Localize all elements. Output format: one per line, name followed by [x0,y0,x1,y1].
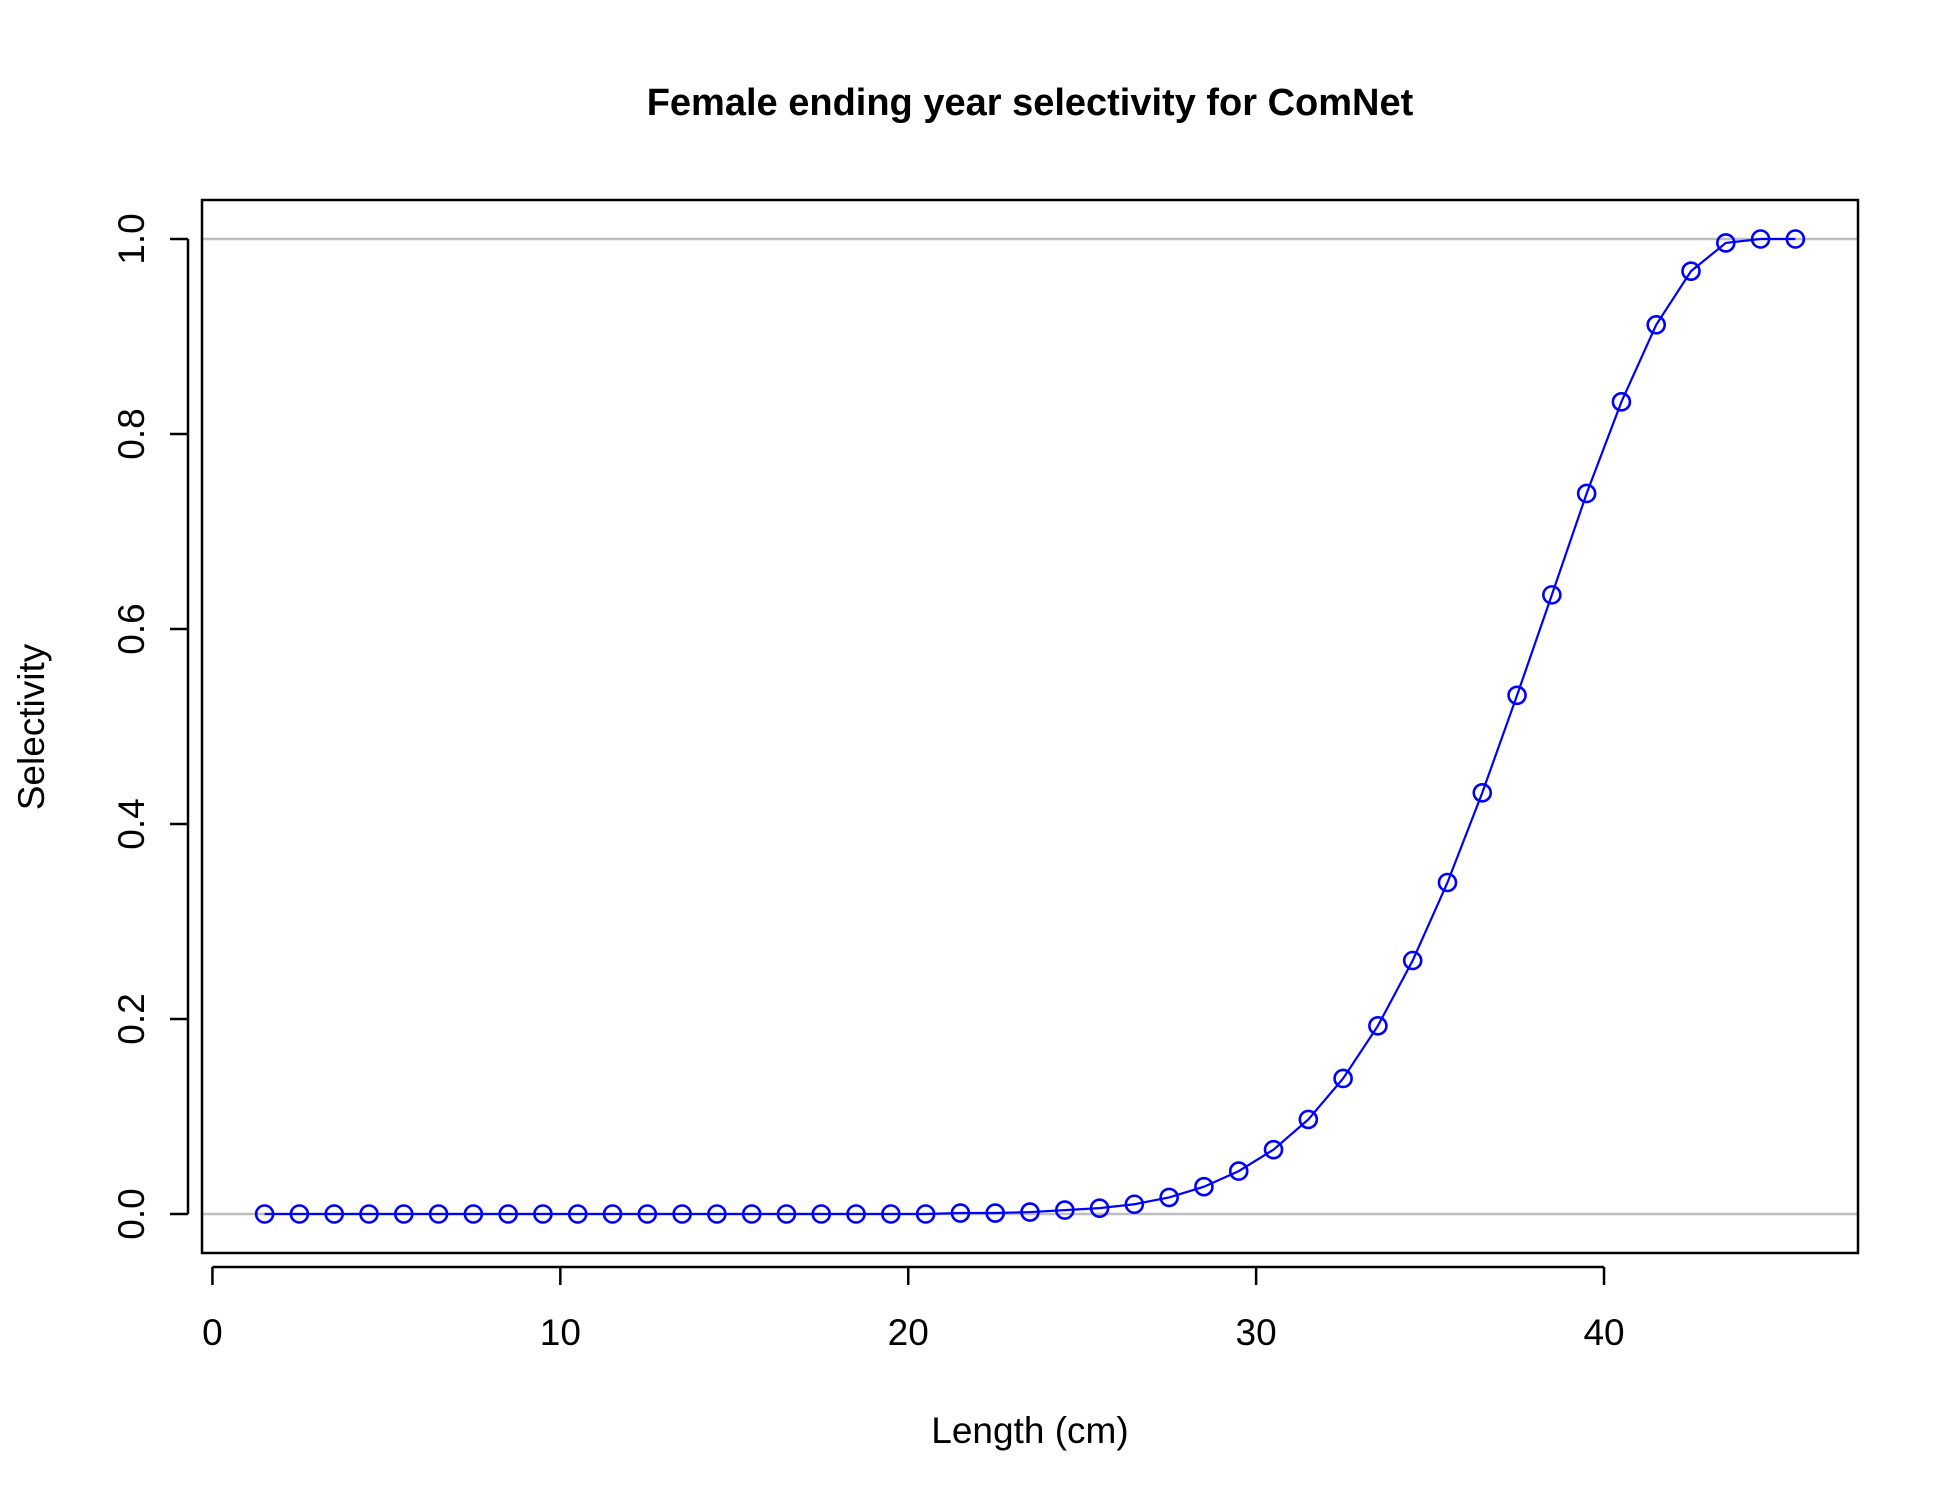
data-point [1020,1202,1040,1222]
data-point [1472,782,1493,803]
data-point [637,1204,658,1224]
data-point [811,1204,832,1224]
y-axis: 0.0 0.2 0.4 0.6 0.8 1.0 [111,213,190,1240]
y-tick-label: 0.2 [111,993,152,1044]
data-point [1715,233,1736,253]
data-point [1611,392,1632,412]
series-layer [254,229,1806,1224]
plot-frame [200,198,1860,1255]
data-point [1542,585,1562,605]
data-point [846,1204,866,1224]
data-point [1228,1161,1249,1181]
data-point [1437,872,1458,893]
y-axis-label: Selectivity [11,643,52,810]
data-point [1507,685,1527,706]
data-point [359,1204,379,1224]
data-point [707,1204,727,1224]
data-point [1333,1068,1353,1089]
y-tick-label: 0.0 [111,1188,152,1239]
x-axis: 0 10 20 30 40 [202,1265,1625,1353]
chart-title: Female ending year selectivity for ComNe… [647,82,1414,124]
data-point [1402,950,1423,971]
y-tick-label: 0.8 [111,408,152,459]
data-point [498,1204,518,1224]
data-point [915,1204,936,1224]
data-point [1750,229,1771,249]
data-point [567,1204,588,1224]
series-line [264,237,1796,1216]
y-tick-label: 0.4 [111,798,152,849]
data-point [428,1204,449,1224]
data-point [1159,1187,1179,1208]
data-point [289,1204,310,1224]
data-point [1681,261,1701,281]
data-point [533,1204,553,1224]
data-point [393,1204,414,1224]
data-point [1089,1198,1110,1218]
data-point [741,1204,762,1224]
x-tick-label: 10 [540,1312,581,1353]
data-point [324,1204,345,1224]
data-point [1298,1109,1319,1130]
data-point [985,1203,1006,1223]
data-point [463,1204,484,1224]
data-point [1124,1194,1145,1215]
x-tick-label: 20 [888,1312,929,1353]
y-tick-label: 1.0 [111,213,152,264]
reference-lines [202,237,1858,1216]
data-point [1263,1139,1284,1160]
data-point [950,1203,971,1223]
data-point [602,1204,623,1224]
data-point [672,1204,692,1224]
x-axis-label: Length (cm) [931,1410,1128,1451]
data-point [1054,1200,1075,1220]
data-point [1576,483,1597,504]
y-tick-label: 0.6 [111,603,152,654]
data-point [1646,314,1667,335]
data-point [1785,229,1806,249]
data-point [776,1204,797,1224]
x-tick-label: 30 [1236,1312,1277,1353]
data-point [254,1204,275,1224]
data-point [1194,1176,1214,1197]
data-point [881,1204,901,1224]
data-point [1368,1016,1388,1036]
x-tick-label: 40 [1583,1312,1624,1353]
x-tick-label: 0 [202,1312,223,1353]
